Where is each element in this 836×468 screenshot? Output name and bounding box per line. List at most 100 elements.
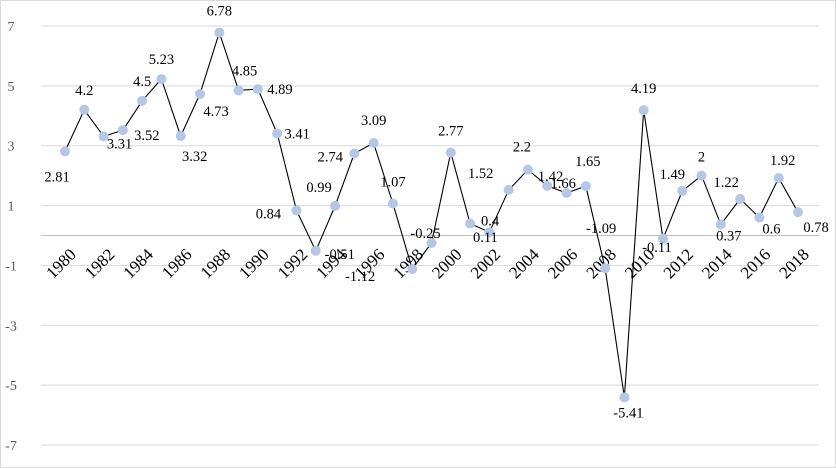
x-axis-ticks: 1980 1982 1984 1986 1988 1990 1992 1994 1996 1998… — [42, 245, 812, 283]
data-label: 4.5 — [133, 74, 151, 90]
x-tick-label: 1990 — [235, 245, 272, 282]
data-label: 3.32 — [182, 149, 207, 165]
data-point-marker — [754, 212, 765, 223]
y-tick-label: -7 — [5, 439, 17, 454]
markers — [60, 27, 803, 403]
x-tick-label: 1982 — [81, 245, 118, 282]
gridlines — [41, 25, 819, 446]
data-point-marker — [638, 105, 649, 116]
y-axis-ticks: 7 5 3 1 -1 -3 -5 -7 — [5, 20, 17, 454]
data-point-marker — [175, 131, 186, 142]
x-tick-label: 1986 — [158, 245, 195, 282]
data-label: -0.25 — [410, 226, 440, 242]
data-point-marker — [484, 227, 495, 238]
series-line — [64, 30, 799, 398]
data-label: -0.51 — [325, 247, 355, 263]
data-label: 1.07 — [380, 174, 405, 190]
data-label: 4.2 — [75, 83, 93, 99]
data-label: 5.23 — [149, 52, 174, 68]
data-point-marker — [426, 237, 437, 248]
data-label: 3.09 — [361, 113, 386, 129]
data-point-marker — [310, 245, 321, 256]
data-point-marker — [156, 73, 167, 84]
data-label: 3.31 — [107, 136, 132, 152]
data-point-marker — [98, 131, 109, 142]
data-label: 3.52 — [134, 128, 159, 144]
data-point-marker — [503, 185, 514, 196]
data-label: 0.84 — [256, 206, 282, 222]
y-tick-label: -5 — [5, 379, 17, 394]
data-labels: 2.81 4.2 3.313.52 4.5 5.23 3.32 4.73 6.78 4.85 4.… — [44, 4, 828, 422]
data-point-marker — [677, 185, 688, 196]
data-point-marker — [349, 148, 360, 159]
data-point-marker — [137, 95, 148, 106]
x-tick-label: 2000 — [428, 245, 465, 282]
x-tick-label: 1988 — [197, 245, 234, 282]
x-tick-label: 2004 — [505, 245, 543, 283]
data-point-marker — [715, 219, 726, 230]
data-point-marker — [465, 218, 476, 229]
data-label: 2.81 — [44, 169, 69, 185]
data-point-marker — [291, 205, 302, 216]
data-point-marker — [735, 193, 746, 204]
data-label: 6.78 — [207, 4, 232, 20]
data-point-marker — [252, 84, 263, 95]
data-point-marker — [445, 147, 456, 158]
data-point-marker — [773, 173, 784, 184]
y-tick-label: 1 — [8, 200, 15, 215]
data-label: 0.99 — [306, 180, 331, 196]
data-label: 0.78 — [803, 220, 828, 236]
data-point-marker — [195, 88, 206, 99]
data-label: 1.65 — [575, 154, 600, 170]
data-point-marker — [522, 164, 533, 175]
data-point-marker — [330, 200, 341, 211]
data-label: 1.49 — [660, 167, 685, 183]
data-label: 2.77 — [438, 124, 463, 140]
x-tick-label: 2016 — [737, 245, 774, 282]
data-point-marker — [272, 128, 283, 139]
data-label: 4.19 — [631, 81, 656, 97]
x-tick-label: 2014 — [698, 245, 736, 283]
data-point-marker — [600, 263, 611, 274]
data-point-marker — [619, 392, 630, 403]
data-label: 2.2 — [513, 140, 531, 156]
data-label: -1.12 — [345, 269, 375, 285]
x-tick-label: 1998 — [390, 245, 427, 282]
data-label: 4.73 — [203, 104, 228, 120]
data-point-marker — [233, 85, 244, 96]
data-label: -1.09 — [586, 221, 616, 237]
data-label: 0.37 — [716, 228, 741, 244]
data-label: 1.42 — [538, 169, 563, 185]
y-tick-label: 5 — [8, 80, 15, 95]
x-tick-label: 1992 — [274, 245, 311, 282]
data-label: -0.11 — [642, 240, 672, 256]
data-point-marker — [793, 207, 803, 218]
y-tick-label: -3 — [5, 319, 17, 334]
data-label: 2.74 — [318, 149, 344, 165]
y-tick-label: -1 — [5, 259, 17, 274]
data-point-marker — [580, 181, 591, 192]
data-label: 4.85 — [232, 63, 257, 79]
data-label: 0.6 — [762, 222, 780, 238]
data-label: 1.92 — [770, 153, 795, 169]
x-tick-label: 2002 — [467, 245, 504, 282]
data-label: 1.66 — [551, 176, 576, 192]
data-point-marker — [542, 180, 553, 191]
data-point-marker — [696, 170, 707, 181]
data-point-marker — [657, 233, 668, 244]
data-point-marker — [368, 138, 379, 149]
x-tick-label: 1980 — [42, 245, 79, 282]
data-label: 0.11 — [473, 230, 498, 246]
data-point-marker — [60, 146, 70, 157]
data-label: 3.41 — [284, 126, 309, 142]
data-label: 1.52 — [468, 166, 493, 182]
data-point-marker — [117, 125, 128, 136]
x-tick-label: 1984 — [120, 245, 158, 283]
x-tick-label: 2006 — [544, 245, 581, 282]
data-point-marker — [387, 198, 398, 209]
data-point-marker — [79, 104, 90, 115]
series-line-group — [64, 30, 799, 398]
data-label: 4.89 — [267, 82, 292, 98]
